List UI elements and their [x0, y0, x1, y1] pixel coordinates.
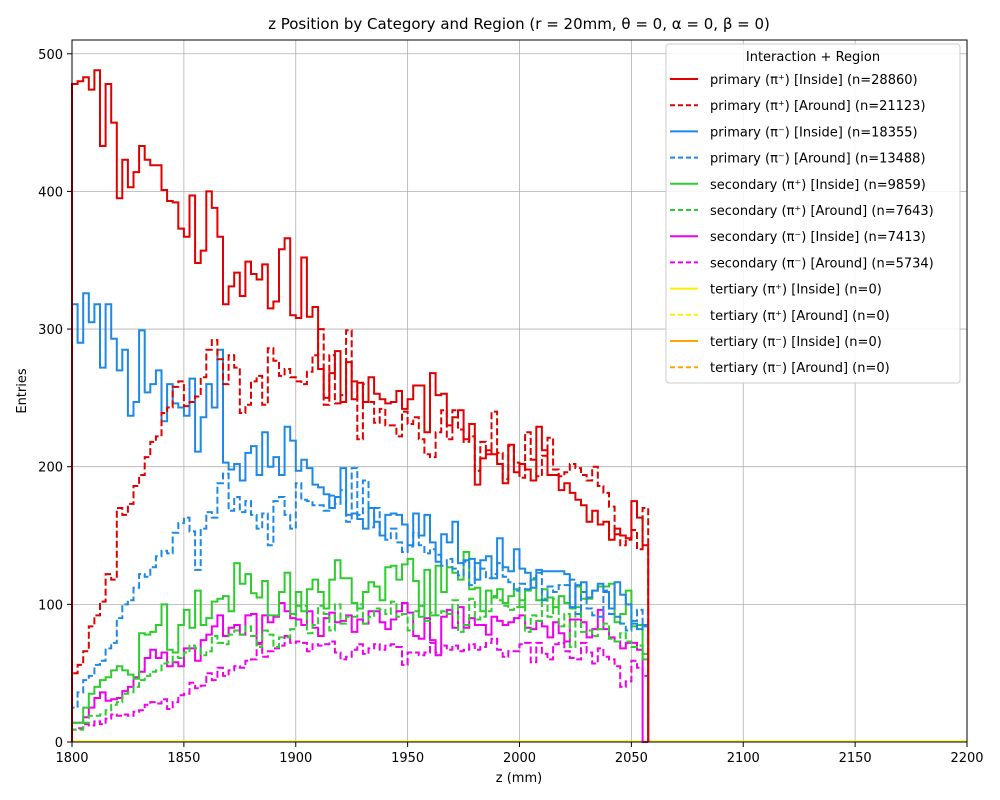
x-axis-label: z (mm)	[496, 771, 542, 786]
x-tick-label: 2200	[950, 751, 983, 766]
y-tick-label: 300	[38, 323, 63, 338]
x-tick-label: 2150	[839, 751, 872, 766]
legend-entries: primary (π⁺) [Inside] (n=28860) primary (…	[670, 73, 934, 376]
series-line-4	[71, 467, 650, 742]
x-axis-ticks: 1800 1850 1900 1950 2000 2050 2100 2150 2200	[55, 742, 984, 766]
series-line-8	[71, 635, 650, 742]
legend-label: secondary (π⁺) [Around] (n=7643)	[710, 204, 934, 219]
y-tick-label: 0	[55, 736, 63, 751]
legend-label: secondary (π⁻) [Around] (n=5734)	[710, 256, 934, 271]
y-axis-label: Entries	[15, 368, 30, 414]
series-line-2	[71, 328, 650, 742]
x-tick-label: 2000	[503, 751, 536, 766]
y-tick-label: 400	[38, 185, 63, 200]
legend-label: tertiary (π⁺) [Inside] (n=0)	[710, 283, 882, 298]
series-line-7	[71, 602, 649, 743]
legend-label: tertiary (π⁻) [Inside] (n=0)	[710, 335, 882, 350]
legend-label: tertiary (π⁺) [Around] (n=0)	[710, 309, 890, 324]
legend-box	[665, 43, 961, 384]
y-tick-label: 200	[38, 461, 63, 476]
x-tick-label: 1950	[391, 751, 424, 766]
y-tick-label: 500	[38, 48, 63, 63]
x-tick-label: 1800	[55, 751, 88, 766]
legend: Interaction + Region primary (π⁺) [Insid…	[665, 43, 961, 384]
legend-label: secondary (π⁺) [Inside] (n=9859)	[710, 178, 926, 193]
legend-label: tertiary (π⁻) [Around] (n=0)	[710, 361, 890, 376]
x-tick-label: 1850	[167, 751, 200, 766]
y-axis-ticks: 0 100 200 300 400 500	[38, 48, 72, 751]
chart-title: z Position by Category and Region (r = 2…	[268, 15, 770, 33]
legend-label: primary (π⁻) [Inside] (n=18355)	[710, 125, 918, 140]
series-line-1	[71, 69, 650, 742]
x-tick-label: 2100	[727, 751, 760, 766]
series-line-5	[71, 551, 650, 742]
x-tick-label: 1900	[279, 751, 312, 766]
legend-label: primary (π⁺) [Around] (n=21123)	[710, 99, 926, 114]
legend-label: secondary (π⁻) [Inside] (n=7413)	[710, 230, 926, 245]
x-tick-label: 2050	[615, 751, 648, 766]
legend-title: Interaction + Region	[746, 50, 880, 65]
y-tick-label: 100	[38, 598, 63, 613]
legend-label: primary (π⁻) [Around] (n=13488)	[710, 152, 926, 167]
legend-label: primary (π⁺) [Inside] (n=28860)	[710, 73, 918, 88]
series-line-3	[71, 292, 650, 742]
